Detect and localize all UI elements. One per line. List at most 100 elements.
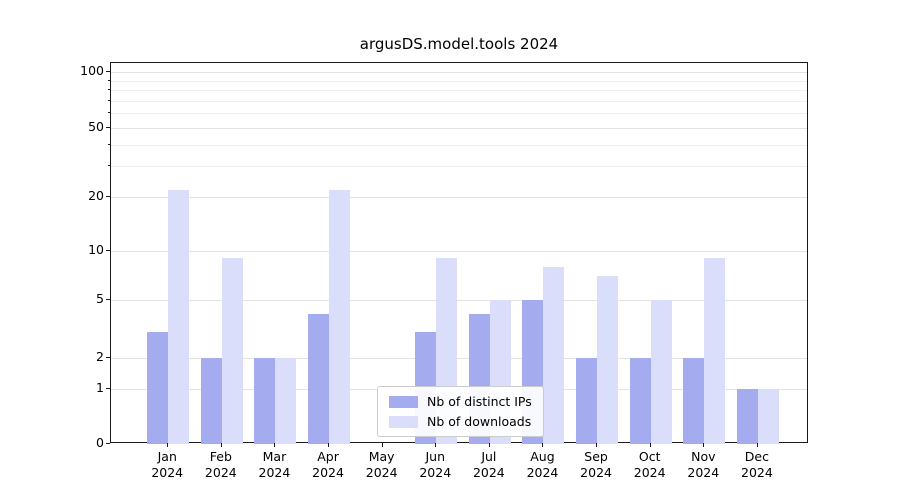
x-tick-year: 2024 xyxy=(151,465,184,480)
x-tick-year: 2024 xyxy=(580,465,612,480)
minor-gridline xyxy=(111,113,807,115)
y-tick-label: 20 xyxy=(88,188,104,203)
y-tick-mark xyxy=(106,71,110,72)
y-minor-tick-mark xyxy=(108,165,110,167)
legend-label: Nb of downloads xyxy=(427,414,532,429)
x-tick-mark xyxy=(488,443,490,447)
x-tick-mark xyxy=(381,443,383,447)
x-tick-label: Mar 2024 xyxy=(242,449,306,481)
x-tick-label: Dec 2024 xyxy=(725,449,789,481)
y-minor-tick-mark xyxy=(108,99,110,101)
chart-title: argusDS.model.tools 2024 xyxy=(359,35,559,53)
x-tick-month: Oct xyxy=(638,449,661,464)
x-tick-year: 2024 xyxy=(741,465,773,480)
x-tick-mark xyxy=(542,443,544,447)
x-tick-mark xyxy=(435,443,437,447)
major-gridline xyxy=(111,251,807,252)
x-tick-year: 2024 xyxy=(365,465,398,480)
x-tick-month: Jul xyxy=(481,449,497,464)
bar-distinct-ips xyxy=(147,332,169,444)
x-tick-month: Aug xyxy=(530,449,555,464)
x-tick-year: 2024 xyxy=(258,465,291,480)
x-tick-mark xyxy=(274,443,276,447)
x-tick-label: Jan 2024 xyxy=(135,449,199,481)
x-tick-label: Aug 2024 xyxy=(510,449,574,481)
bar-distinct-ips xyxy=(629,358,651,444)
x-tick-mark xyxy=(328,443,330,447)
y-tick-label: 10 xyxy=(88,242,104,257)
x-tick-year: 2024 xyxy=(419,465,452,480)
x-tick-month: Dec xyxy=(744,449,769,464)
y-tick-mark xyxy=(106,388,110,389)
x-tick-mark xyxy=(756,443,758,447)
y-tick-mark xyxy=(106,443,110,444)
x-tick-label: Sep 2024 xyxy=(564,449,628,481)
legend-item: Nb of downloads xyxy=(389,414,532,429)
legend-label: Nb of distinct IPs xyxy=(427,394,532,409)
minor-gridline xyxy=(111,100,807,102)
x-tick-label: Jul 2024 xyxy=(457,449,521,481)
x-tick-month: Mar xyxy=(262,449,287,464)
x-tick-year: 2024 xyxy=(204,465,237,480)
x-tick-month: Feb xyxy=(209,449,232,464)
x-tick-year: 2024 xyxy=(687,465,720,480)
y-minor-tick-mark xyxy=(108,89,110,91)
major-gridline xyxy=(111,128,807,129)
bar-distinct-ips xyxy=(308,314,330,444)
bar-downloads xyxy=(168,189,190,444)
major-gridline xyxy=(111,300,807,301)
minor-gridline xyxy=(111,166,807,168)
y-tick-label: 50 xyxy=(88,119,104,134)
bar-downloads xyxy=(597,276,619,444)
x-tick-month: Apr xyxy=(317,449,339,464)
y-tick-mark xyxy=(106,299,110,300)
x-tick-mark xyxy=(220,443,222,447)
bar-downloads xyxy=(757,389,779,444)
y-tick-mark xyxy=(106,357,110,358)
x-tick-mark xyxy=(167,443,169,447)
bar-downloads xyxy=(275,358,297,444)
y-tick-mark xyxy=(106,127,110,128)
y-minor-tick-mark xyxy=(108,112,110,114)
x-tick-label: Jun 2024 xyxy=(403,449,467,481)
bar-downloads xyxy=(650,300,672,444)
y-minor-tick-mark xyxy=(108,143,110,145)
minor-gridline xyxy=(111,80,807,82)
x-tick-month: May xyxy=(368,449,395,464)
legend-swatch xyxy=(389,415,418,428)
x-tick-mark xyxy=(703,443,705,447)
x-tick-month: Nov xyxy=(691,449,716,464)
x-tick-label: May 2024 xyxy=(350,449,414,481)
y-tick-label: 0 xyxy=(96,435,104,450)
x-tick-label: Oct 2024 xyxy=(618,449,682,481)
x-tick-mark xyxy=(649,443,651,447)
major-gridline xyxy=(111,197,807,198)
legend-item: Nb of distinct IPs xyxy=(389,394,532,409)
y-tick-label: 5 xyxy=(96,291,104,306)
y-tick-label: 2 xyxy=(96,349,104,364)
x-tick-year: 2024 xyxy=(472,465,505,480)
bar-distinct-ips xyxy=(736,389,758,444)
bar-downloads xyxy=(329,189,351,444)
major-gridline xyxy=(111,72,807,73)
minor-gridline xyxy=(111,90,807,92)
bar-distinct-ips xyxy=(254,358,276,444)
y-tick-label: 100 xyxy=(80,63,104,78)
bar-distinct-ips xyxy=(576,358,598,444)
x-tick-label: Apr 2024 xyxy=(296,449,360,481)
y-tick-mark xyxy=(106,250,110,251)
x-tick-label: Nov 2024 xyxy=(671,449,735,481)
y-tick-mark xyxy=(106,196,110,197)
bar-downloads xyxy=(543,266,565,444)
x-tick-label: Feb 2024 xyxy=(189,449,253,481)
x-tick-month: Jun xyxy=(425,449,446,464)
bar-downloads xyxy=(221,258,243,444)
bar-downloads xyxy=(704,258,726,444)
y-minor-tick-mark xyxy=(108,79,110,81)
x-tick-month: Jan xyxy=(157,449,177,464)
minor-gridline xyxy=(111,144,807,146)
x-tick-year: 2024 xyxy=(633,465,666,480)
x-tick-mark xyxy=(596,443,598,447)
legend-swatch xyxy=(389,395,418,408)
